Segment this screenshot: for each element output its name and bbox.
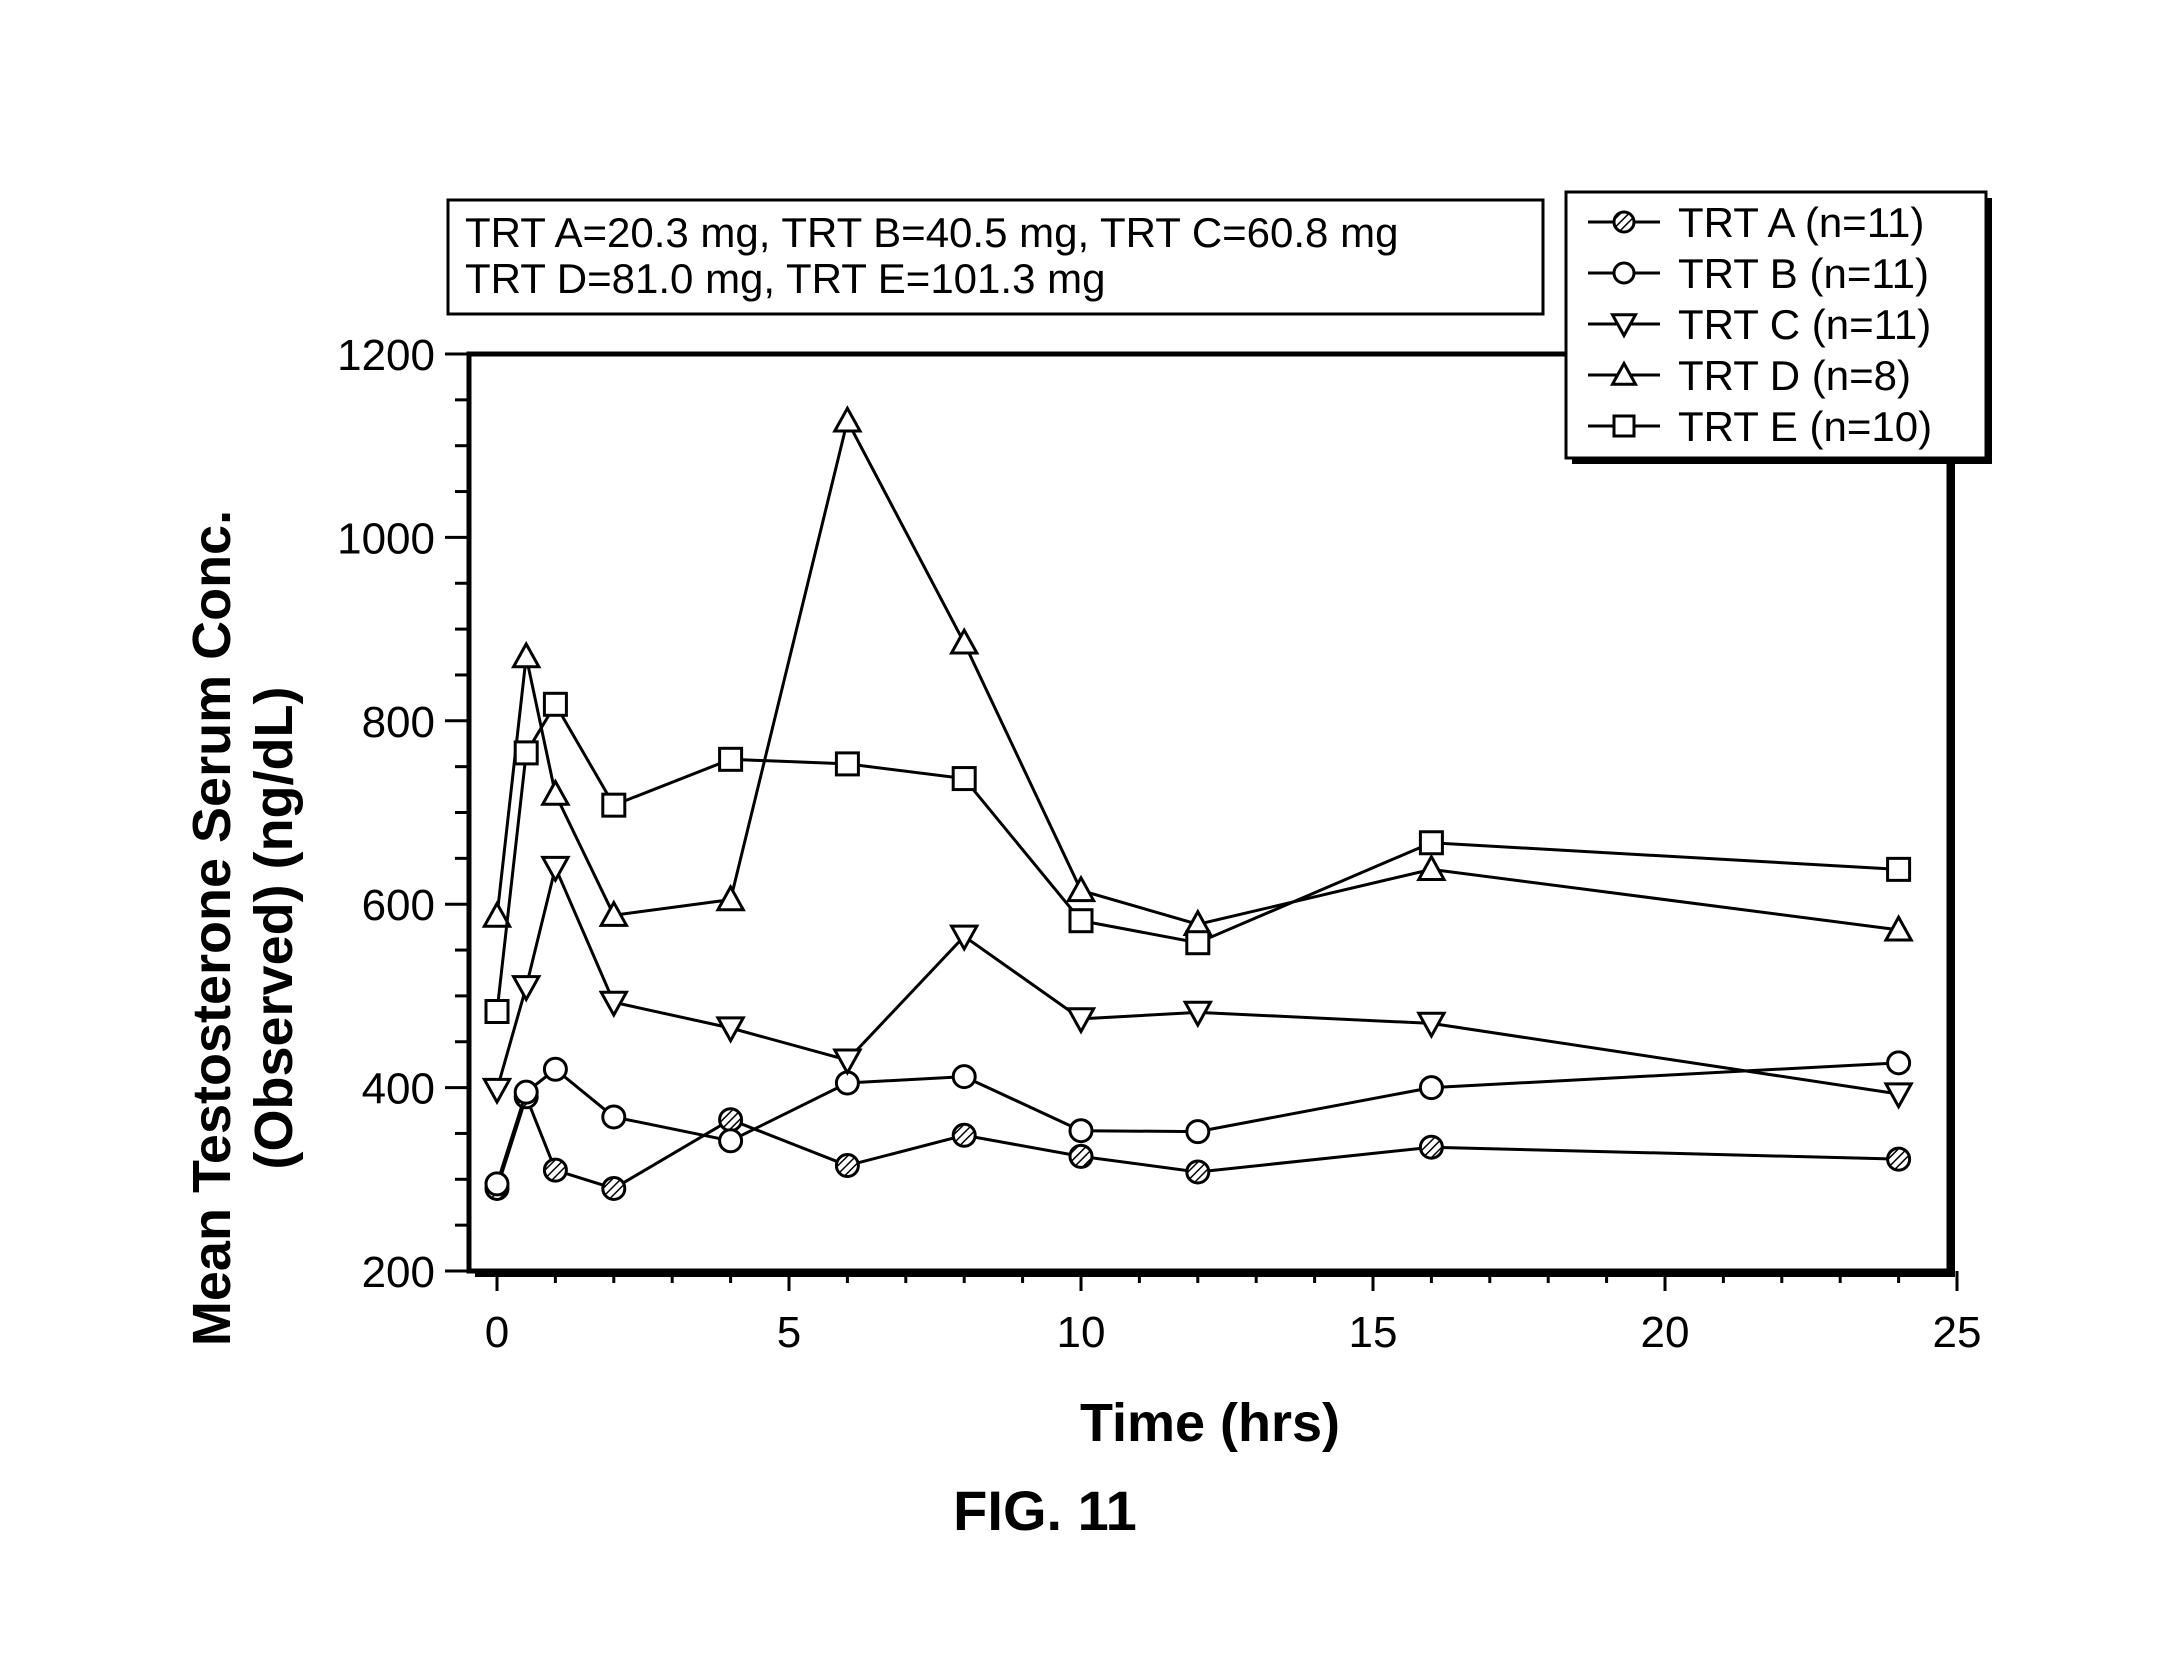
data-point-open-square	[1070, 910, 1092, 932]
data-point-open-circle	[544, 1058, 566, 1080]
x-tick-label: 0	[485, 1308, 509, 1357]
data-point-hatched-circle	[1420, 1136, 1442, 1158]
y-axis-title-line2: (Observed) (ng/dL)	[244, 687, 304, 1170]
x-tick-label: 10	[1057, 1308, 1106, 1357]
x-tick-label: 5	[777, 1308, 801, 1357]
data-point-open-circle	[486, 1173, 508, 1195]
data-point-open-square	[1420, 832, 1442, 854]
data-point-open-circle	[953, 1066, 975, 1088]
x-tick-label: 20	[1641, 1308, 1690, 1357]
data-point-hatched-circle	[720, 1109, 742, 1131]
y-tick-label: 1200	[337, 331, 435, 380]
data-point-open-circle	[1187, 1121, 1209, 1143]
x-axis-title: Time (hrs)	[1080, 1393, 1340, 1453]
legend-label: TRT E (n=10)	[1678, 403, 1932, 450]
dose-note-line2: TRT D=81.0 mg, TRT E=101.3 mg	[465, 255, 1105, 302]
data-point-open-circle	[603, 1106, 625, 1128]
data-point-open-square	[836, 753, 858, 775]
y-axis-title-line1: Mean Testosterone Serum Conc.	[182, 510, 242, 1346]
dose-note-line1: TRT A=20.3 mg, TRT B=40.5 mg, TRT C=60.8…	[465, 209, 1398, 256]
data-point-open-square	[1888, 858, 1910, 880]
figure-label: FIG. 11	[953, 1479, 1137, 1542]
data-point-open-square	[515, 742, 537, 764]
dose-note-box: TRT A=20.3 mg, TRT B=40.5 mg, TRT C=60.8…	[448, 200, 1543, 314]
data-point-hatched-circle	[544, 1159, 566, 1181]
data-point-hatched-circle	[1070, 1145, 1092, 1167]
legend: TRT A (n=11)TRT B (n=11)TRT C (n=11)TRT …	[1566, 192, 1992, 464]
data-point-open-circle	[1070, 1120, 1092, 1142]
data-point-open-square	[1614, 416, 1634, 436]
data-point-open-square	[544, 693, 566, 715]
data-point-hatched-circle	[953, 1124, 975, 1146]
data-point-hatched-circle	[836, 1155, 858, 1177]
legend-label: TRT B (n=11)	[1678, 250, 1929, 297]
data-point-open-circle	[720, 1130, 742, 1152]
data-point-open-square	[720, 748, 742, 770]
data-point-open-square	[1187, 932, 1209, 954]
data-point-open-square	[486, 1000, 508, 1022]
y-tick-label: 400	[362, 1065, 435, 1114]
x-tick-label: 25	[1933, 1308, 1982, 1357]
y-tick-label: 200	[362, 1248, 435, 1297]
y-tick-label: 1000	[337, 514, 435, 563]
data-point-open-square	[953, 768, 975, 790]
legend-label: TRT D (n=8)	[1678, 352, 1911, 399]
legend-label: TRT C (n=11)	[1678, 301, 1931, 348]
y-tick-label: 600	[362, 881, 435, 930]
data-point-hatched-circle	[1187, 1161, 1209, 1183]
data-point-open-circle	[1888, 1052, 1910, 1074]
y-tick-label: 800	[362, 698, 435, 747]
data-point-open-circle	[1614, 263, 1634, 283]
data-point-hatched-circle	[1614, 212, 1634, 232]
data-point-hatched-circle	[603, 1177, 625, 1199]
data-point-open-circle	[1420, 1077, 1442, 1099]
legend-label: TRT A (n=11)	[1678, 199, 1924, 246]
data-point-open-square	[603, 794, 625, 816]
data-point-hatched-circle	[1888, 1148, 1910, 1170]
data-point-open-circle	[515, 1081, 537, 1103]
x-tick-label: 15	[1349, 1308, 1398, 1357]
